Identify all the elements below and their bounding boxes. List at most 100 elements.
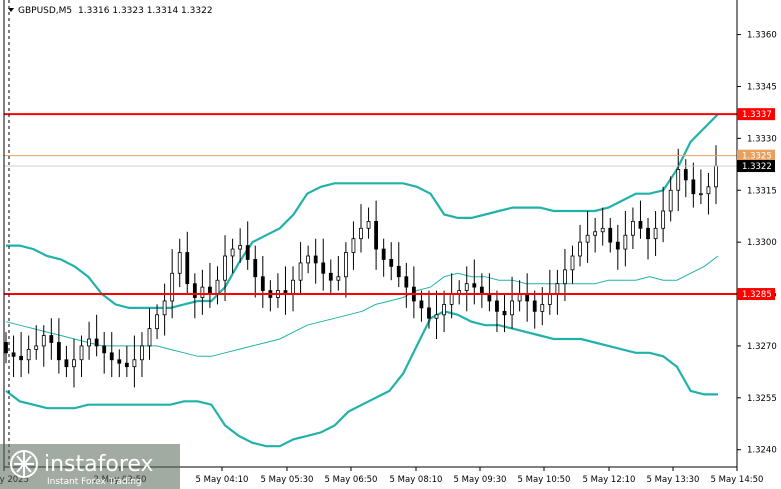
bear-candle-body [389,259,394,267]
bull-candle-body [306,255,311,264]
candle [200,269,205,315]
bull-candle-body [464,283,469,291]
bull-candle-body [26,348,31,361]
current-price-badge [737,160,775,173]
bull-candle-body [585,234,590,243]
candle [328,259,333,295]
bull-candle-body [291,279,295,295]
ohlc-values: 1.3316 1.3323 1.3314 1.3322 [78,6,213,16]
bear-candle-body [404,276,409,288]
bollinger-lower-line [5,310,718,448]
price-tick-label: 1.3360 [747,31,777,41]
bear-candle-body [109,352,114,361]
candle [442,290,446,333]
time-tick-label: 5 May 10:50 [518,475,571,485]
bull-candle-body [623,234,628,250]
candle [396,242,401,288]
candle [691,162,696,208]
bear-candle-body [608,227,613,243]
candle [502,294,507,333]
bear-candle-body [495,300,499,312]
candlesticks [4,145,718,388]
bull-candle-body [41,335,46,347]
time-tick-label: 5 May 13:30 [647,475,700,485]
bear-candle-body [64,359,69,368]
candle [94,314,99,357]
bollinger-middle-line [5,255,719,357]
price-tick-label: 1.3345 [747,82,777,92]
bull-candle-body [578,241,582,257]
candle [230,238,235,274]
price-levels [4,113,737,296]
bull-candle-body [230,248,235,257]
candle [472,259,477,305]
dropdown-triangle-icon[interactable] [8,8,14,12]
candle [298,242,303,295]
chart-header: GBPUSD,M5 1.3316 1.3323 1.3314 1.3322 [8,6,213,16]
bull-candle-body [517,293,522,302]
bear-candle-body [525,293,530,302]
candle [306,245,311,274]
bull-candle-body [79,345,84,361]
candle [434,290,439,340]
bull-candle-body [570,255,575,271]
bear-candle-body [683,169,688,181]
bear-candle-body [691,179,696,195]
price-tick-label: 1.3255 [747,394,777,404]
bear-candle-body [11,352,16,357]
price-badge-1-3325 [737,149,775,162]
time-tick-label: 5 May 09:30 [454,475,507,485]
bull-candle-body [200,286,205,298]
candle [185,231,190,295]
candle [260,255,265,308]
bull-candle-body [223,255,227,281]
price-badge-label: 1.3337 [742,110,772,120]
candle [532,290,537,329]
bull-candle-body [706,186,711,195]
candle [464,266,469,312]
bear-candle-body [124,362,129,368]
bear-candle-body [419,300,424,309]
candle [623,211,628,267]
candle [313,238,318,284]
bull-candle-body [563,269,567,285]
candle [343,242,348,298]
candle [570,245,575,284]
candle [245,221,250,270]
bear-candle-body [208,286,212,295]
price-tick-label: 1.3270 [747,342,777,352]
candle [155,304,159,340]
bear-candle-body [321,262,326,274]
candle [638,200,643,239]
candle [147,307,152,360]
time-tick-label: 5 May 12:10 [583,475,636,485]
bull-candle-body [510,300,514,316]
time-tick-label: 5 May 05:30 [261,475,314,485]
bull-candle-body [714,165,718,188]
bear-candle-body [192,283,197,298]
price-tick-label: 1.3240 [747,446,777,456]
candle [321,238,326,291]
candle [351,221,356,270]
candle [419,290,424,322]
bear-candle-body [427,307,431,319]
candle [608,217,613,253]
candle [381,238,386,277]
bear-candle-body [646,227,650,240]
candle [49,318,54,360]
candle [653,211,658,256]
candle [668,176,673,222]
candle [510,276,514,329]
bull-candle-body [555,283,560,295]
bear-candle-body [245,245,250,260]
bull-candle-body [343,252,348,278]
bear-candle-body [381,248,386,260]
bull-candle-body [170,272,175,302]
bollinger-upper-line [6,113,719,309]
bear-candle-body [615,241,620,250]
bull-candle-body [547,293,552,305]
bull-candle-body [600,227,605,233]
candle [117,349,122,378]
